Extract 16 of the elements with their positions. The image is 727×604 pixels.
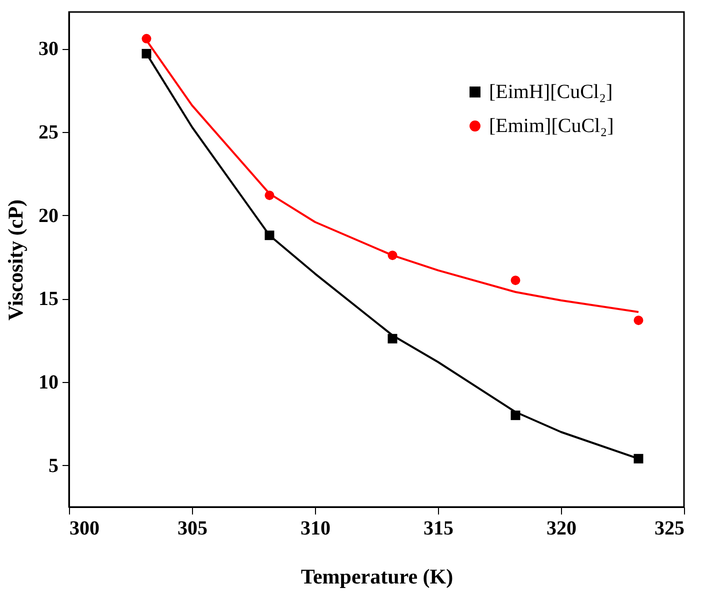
y-tick-label: 30 <box>38 38 58 60</box>
y-tick-label: 5 <box>48 454 58 477</box>
legend-label: [Emim][CuCl₂] <box>489 115 614 137</box>
x-tick-label: 310 <box>300 518 330 540</box>
y-tick-label: 10 <box>38 372 58 394</box>
x-axis-title: Temperature (K) <box>300 564 454 588</box>
x-tick-label: 325 <box>654 518 684 540</box>
x-tick-label: 315 <box>424 518 454 540</box>
y-tick-label: 15 <box>38 288 58 310</box>
x-tick-label: 300 <box>70 518 100 540</box>
y-tick-label: 20 <box>38 204 58 227</box>
legend-label: [EimH][CuCl₂] <box>489 81 613 103</box>
x-tick-label: 320 <box>546 518 576 540</box>
x-tick-label: 305 <box>178 518 208 540</box>
y-tick-label: 25 <box>38 122 58 144</box>
y-axis-title: Viscosity (cP) <box>4 199 28 321</box>
